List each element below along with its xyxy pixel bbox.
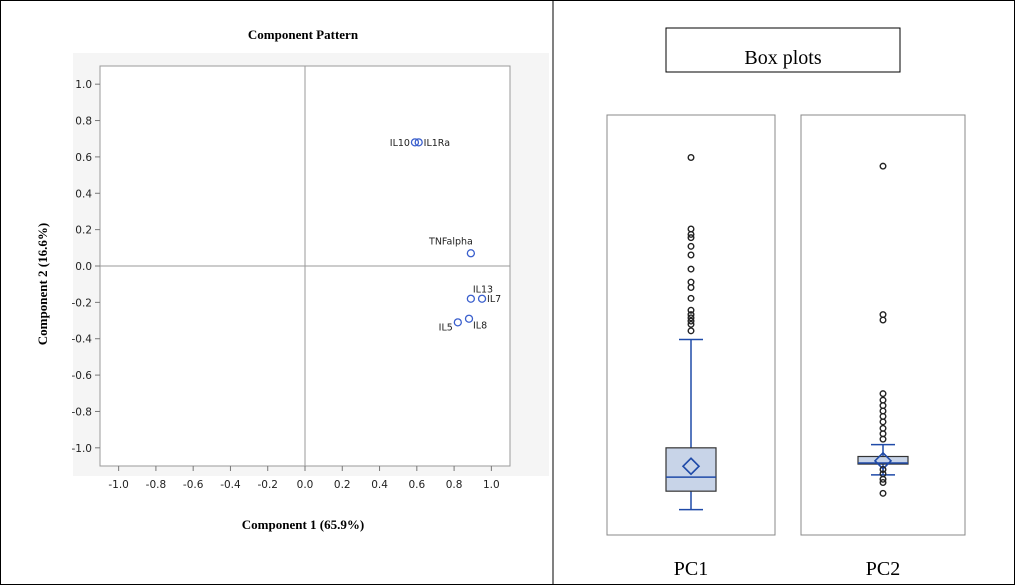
x-tick-label: -0.8 xyxy=(146,479,167,491)
y-tick-label: -1.0 xyxy=(72,443,93,455)
point-il13 xyxy=(466,294,476,303)
x-tick-label: 1.0 xyxy=(483,479,500,491)
category-label-pc1: PC1 xyxy=(674,558,708,580)
point-il10 xyxy=(410,138,420,147)
point-tnfalpha xyxy=(466,249,476,258)
outlier-pc1 xyxy=(687,278,695,286)
outlier-pc1 xyxy=(687,153,695,161)
y-tick-label: 1.0 xyxy=(75,79,92,91)
outlier-pc2 xyxy=(879,424,887,432)
point-il1ra xyxy=(414,138,423,147)
outlier-pc2 xyxy=(879,470,887,478)
outlier-pc1 xyxy=(687,317,695,325)
outlier-pc1 xyxy=(687,306,695,314)
box-plots: PC1 PC2 xyxy=(606,114,966,580)
x-tick-label: 0.2 xyxy=(334,479,351,491)
mean-marker-pc1 xyxy=(681,457,701,476)
point-label-il1ra: IL1Ra xyxy=(424,138,450,149)
x-axis-ticks: -1.0 -0.8 -0.6 -0.4 -0.2 0.0 0.2 0.4 0.6 0.8 1.0 xyxy=(108,466,500,491)
mean-marker-pc2 xyxy=(873,451,893,470)
reference-lines xyxy=(100,66,510,466)
point-il5 xyxy=(453,318,462,327)
outlier-pc2 xyxy=(879,396,887,404)
y-tick-label: 0.4 xyxy=(75,188,92,200)
y-tick-label: -0.6 xyxy=(72,370,93,382)
y-tick-label: 0.6 xyxy=(75,152,92,164)
component-pattern-panel: Component Pattern 1.0 0.8 0.6 0.4 0.2 0.0 -0.2… xyxy=(35,27,549,532)
point-label-il8: IL8 xyxy=(473,321,487,332)
outlier-pc1 xyxy=(687,242,695,250)
x-tick-label: -1.0 xyxy=(108,479,129,491)
x-tick-label: -0.4 xyxy=(220,479,241,491)
x-tick-label: 0.0 xyxy=(297,479,314,491)
category-label-pc2: PC2 xyxy=(866,558,900,580)
y-tick-label: -0.4 xyxy=(72,334,93,346)
y-axis-ticks: 1.0 0.8 0.6 0.4 0.2 0.0 -0.2 -0.4 -0.6 -0.8 -1.0 xyxy=(72,79,100,455)
x-axis-label: Component 1 (65.9%) xyxy=(242,517,364,532)
outlier-pc1 xyxy=(687,265,695,273)
point-label-tnfalpha: TNFalpha xyxy=(428,236,473,247)
x-tick-label: -0.6 xyxy=(183,479,204,491)
outlier-pc1 xyxy=(687,294,695,302)
y-tick-label: 0.0 xyxy=(75,261,92,273)
y-tick-label: -0.8 xyxy=(72,406,93,418)
x-tick-label: 0.6 xyxy=(408,479,425,491)
outlier-pc1 xyxy=(687,311,695,319)
outlier-pc2 xyxy=(879,489,887,497)
outlier-pc1 xyxy=(687,225,695,233)
box-pc1 xyxy=(665,447,717,492)
y-tick-label: 0.2 xyxy=(75,225,92,237)
outlier-pc2 xyxy=(879,466,887,474)
box-plots-panel: Box plots PC1 PC2 xyxy=(606,27,966,580)
y-tick-label: -0.2 xyxy=(72,297,93,309)
point-label-il7: IL7 xyxy=(487,294,501,305)
outlier-pc1 xyxy=(687,327,695,335)
point-il7 xyxy=(477,294,487,303)
box-pc2 xyxy=(857,455,909,465)
point-label-il5: IL5 xyxy=(439,322,453,333)
outlier-pc1 xyxy=(687,314,695,322)
outlier-pc1 xyxy=(687,251,695,259)
point-label-il10: IL10 xyxy=(390,138,410,149)
y-axis-label: Component 2 (16.6%) xyxy=(35,223,50,345)
point-il8 xyxy=(464,314,474,323)
point-label-il13: IL13 xyxy=(473,285,493,296)
box-plots-title-box xyxy=(665,27,901,73)
outlier-pc2 xyxy=(879,311,887,319)
outlier-pc1 xyxy=(687,320,695,328)
x-tick-label: -0.2 xyxy=(257,479,278,491)
outlier-pc2 xyxy=(879,479,887,487)
box-plots-title: Box plots xyxy=(744,47,821,69)
x-tick-label: 0.8 xyxy=(446,479,463,491)
y-tick-label: 0.8 xyxy=(75,116,92,128)
scatter-title: Component Pattern xyxy=(248,27,359,42)
outlier-pc2 xyxy=(879,390,887,398)
outlier-pc1 xyxy=(687,234,695,242)
outlier-pc2 xyxy=(879,162,887,170)
x-tick-label: 0.4 xyxy=(371,479,388,491)
